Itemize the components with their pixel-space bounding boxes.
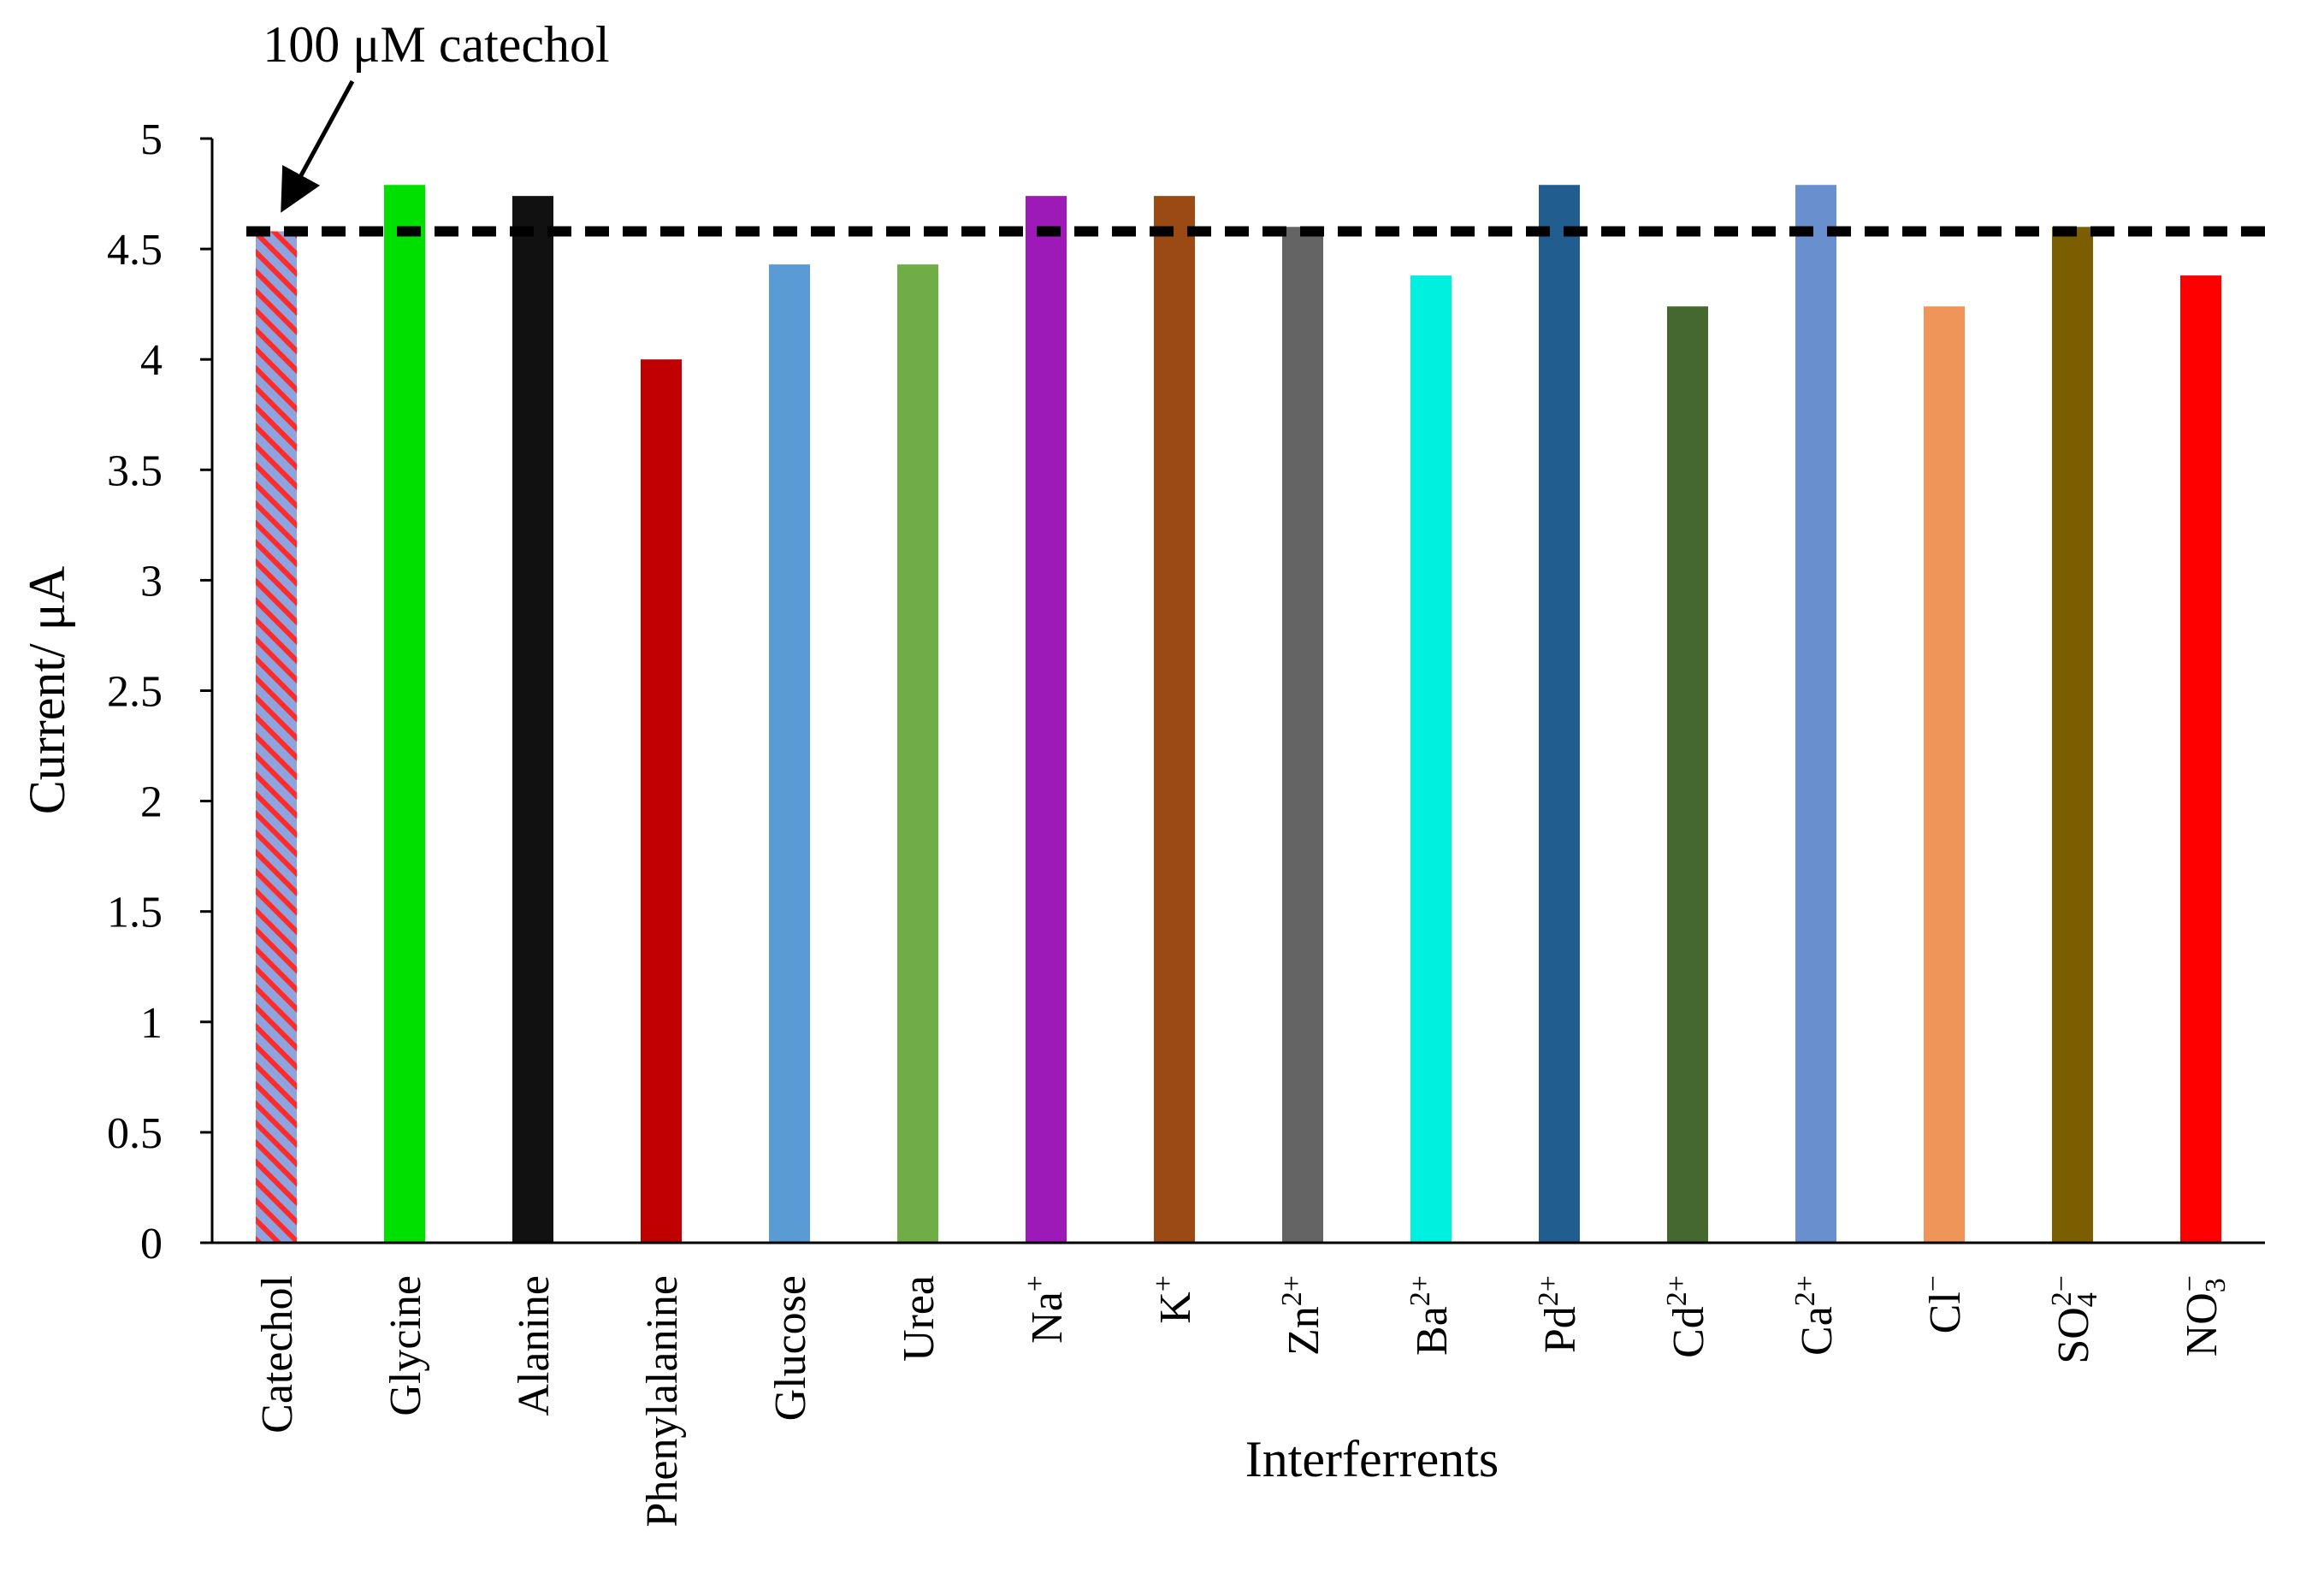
x-axis-label: Interferrents bbox=[1245, 1431, 1499, 1487]
bar-alanine bbox=[512, 196, 553, 1244]
y-tick-label: 3 bbox=[140, 557, 163, 606]
x-tick-label-urea: Urea bbox=[895, 1275, 943, 1362]
bar-zn bbox=[1282, 227, 1323, 1243]
x-tick-label-na: Na+ bbox=[1020, 1275, 1072, 1344]
bar-glucose bbox=[769, 264, 810, 1243]
x-tick-label-k: K+ bbox=[1148, 1275, 1200, 1324]
bar-urea bbox=[897, 264, 938, 1243]
bar-pd bbox=[1539, 185, 1580, 1243]
y-tick-label: 1 bbox=[140, 999, 163, 1048]
x-tick-label-glycine: Glycine bbox=[381, 1275, 430, 1416]
bar-ba bbox=[1410, 275, 1452, 1244]
bar-cl bbox=[1924, 306, 1965, 1244]
annotation-arrow bbox=[281, 80, 355, 213]
x-tick-label-alanine: Alanine bbox=[510, 1275, 559, 1416]
x-tick-label-glucose: Glucose bbox=[766, 1275, 815, 1421]
bar-so bbox=[2052, 227, 2093, 1243]
x-tick-label-so: SO42− bbox=[2046, 1275, 2103, 1364]
y-tick-label: 2 bbox=[140, 778, 163, 827]
y-tick-label: 4 bbox=[140, 336, 163, 385]
y-tick-label: 5 bbox=[140, 115, 163, 164]
y-tick-label: 3.5 bbox=[107, 446, 163, 495]
x-tick-label-phenylalanine: Phenylalanine bbox=[638, 1275, 687, 1528]
x-tick-label-ba: Ba2+ bbox=[1404, 1275, 1457, 1356]
annotation-label: 100 μM catechol bbox=[263, 16, 609, 73]
x-tick-label-ca: Ca2+ bbox=[1789, 1275, 1842, 1356]
bar-no bbox=[2180, 275, 2221, 1244]
bar-glycine bbox=[384, 185, 425, 1243]
y-tick-label: 0 bbox=[140, 1220, 163, 1268]
y-axis-label: Current/ μA bbox=[19, 566, 75, 814]
x-tick-label-no: NO3− bbox=[2174, 1275, 2232, 1357]
y-tick-label: 4.5 bbox=[107, 226, 163, 275]
y-tick-label: 1.5 bbox=[107, 889, 163, 937]
bar-k bbox=[1154, 196, 1195, 1244]
x-tick-label-cl: Cl− bbox=[1918, 1275, 1970, 1333]
bar-ca bbox=[1795, 185, 1836, 1243]
y-tick-label: 2.5 bbox=[107, 668, 163, 717]
x-tick-label-zn: Zn2+ bbox=[1276, 1275, 1328, 1356]
y-tick-label: 0.5 bbox=[107, 1109, 163, 1158]
x-tick-label-cd: Cd2+ bbox=[1661, 1275, 1713, 1358]
bar-cd bbox=[1667, 306, 1708, 1244]
x-tick-label-pd: Pd2+ bbox=[1533, 1275, 1585, 1353]
bar-catechol bbox=[256, 231, 297, 1244]
x-tick-label-catechol: Catechol bbox=[253, 1275, 302, 1433]
bar-na bbox=[1026, 196, 1067, 1244]
bar-phenylalanine bbox=[641, 359, 682, 1244]
